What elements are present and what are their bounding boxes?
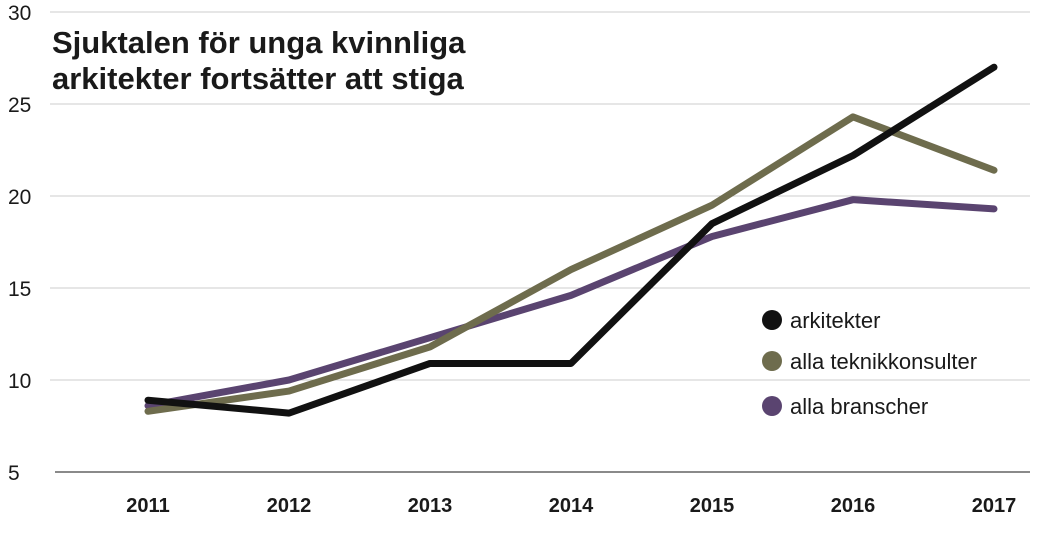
y-tick-label: 5 bbox=[8, 462, 20, 485]
x-tick-label: 2017 bbox=[972, 495, 1017, 517]
y-axis-ticks: 5 10 15 20 25 30 bbox=[8, 2, 31, 485]
title-background bbox=[50, 22, 510, 100]
x-tick-label: 2015 bbox=[690, 495, 735, 517]
x-tick-label: 2013 bbox=[408, 495, 453, 517]
x-tick-label: 2011 bbox=[126, 495, 169, 517]
legend-label: alla teknikkonsulter bbox=[790, 349, 977, 374]
y-tick-label: 20 bbox=[8, 186, 31, 209]
legend-label: arkitekter bbox=[790, 308, 880, 333]
y-tick-label: 10 bbox=[8, 370, 31, 393]
legend-swatch bbox=[762, 396, 782, 416]
series-line-alla-teknikkonsulter bbox=[144, 113, 998, 415]
chart-title: Sjuktalen för unga kvinnliga arkitekter … bbox=[50, 22, 510, 100]
x-tick-label: 2014 bbox=[549, 495, 594, 517]
series-line-arkitekter bbox=[144, 63, 998, 417]
chart-title-line-2: arkitekter fortsätter att stiga bbox=[52, 61, 465, 96]
y-tick-label: 30 bbox=[8, 2, 31, 25]
series-line-alla-branscher bbox=[144, 196, 998, 410]
legend-swatch bbox=[762, 351, 782, 371]
legend-label: alla branscher bbox=[790, 394, 928, 419]
x-axis-ticks: 2011 2012 2013 2014 2015 2016 2017 bbox=[126, 495, 1016, 517]
y-tick-label: 15 bbox=[8, 278, 31, 301]
y-tick-label: 25 bbox=[8, 94, 31, 117]
series-lines bbox=[144, 63, 998, 417]
chart-title-line-1: Sjuktalen för unga kvinnliga bbox=[52, 25, 466, 60]
x-tick-label: 2012 bbox=[267, 495, 312, 517]
legend-swatch bbox=[762, 310, 782, 330]
legend: arkitekter alla teknikkonsulter alla brans… bbox=[762, 308, 977, 419]
x-tick-label: 2016 bbox=[831, 495, 876, 517]
